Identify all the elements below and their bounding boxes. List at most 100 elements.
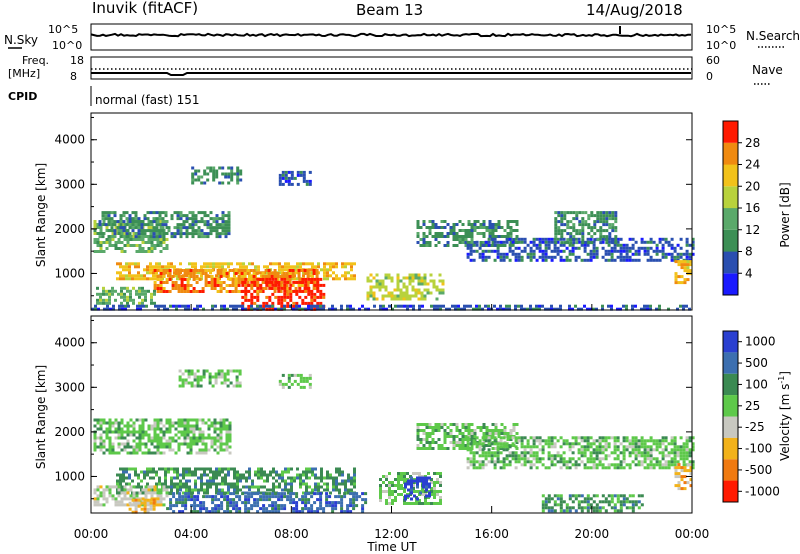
range-cell — [123, 232, 127, 235]
range-cell — [180, 424, 184, 428]
range-cell — [211, 498, 215, 502]
range-cell — [170, 485, 173, 489]
range-cell — [191, 488, 194, 492]
range-cell — [689, 260, 693, 264]
range-cell — [515, 241, 519, 244]
range-cell — [141, 503, 145, 507]
range-cell — [129, 433, 133, 437]
range-cell — [349, 501, 353, 505]
range-cell — [278, 265, 281, 269]
range-cell — [688, 460, 692, 464]
range-cell — [572, 241, 576, 245]
range-cell — [353, 479, 356, 483]
range-cell — [472, 442, 476, 446]
range-cell — [378, 288, 382, 292]
range-cell — [129, 298, 132, 302]
range-cell — [434, 226, 438, 229]
range-cell — [228, 284, 232, 287]
range-cell — [481, 442, 485, 446]
range-cell — [202, 495, 206, 499]
range-cell — [126, 289, 129, 293]
range-cell — [595, 246, 599, 250]
range-cell — [625, 249, 629, 253]
range-cell — [179, 211, 183, 215]
range-cell — [575, 211, 579, 215]
range-cell — [416, 447, 420, 450]
range-cell — [102, 442, 106, 446]
range-cell — [108, 289, 111, 293]
range-cell — [257, 488, 260, 492]
range-cell — [182, 214, 186, 218]
range-cell — [493, 460, 497, 464]
range-cell — [120, 433, 124, 437]
range-cell — [102, 491, 106, 495]
range-cell — [135, 244, 139, 247]
range-cell — [197, 175, 201, 179]
range-cell — [491, 423, 495, 426]
range-cell — [310, 298, 314, 302]
range-cell — [535, 439, 539, 443]
range-cell — [424, 499, 427, 502]
range-cell — [655, 243, 659, 247]
range-cell — [311, 473, 314, 477]
range-cell — [541, 258, 545, 262]
range-cell — [214, 510, 218, 514]
range-cell — [352, 501, 356, 505]
range-cell — [219, 430, 223, 434]
range-cell — [247, 283, 251, 287]
range-cell — [458, 235, 462, 238]
range-cell — [400, 478, 403, 481]
range-cell — [440, 226, 444, 229]
range-cell — [152, 476, 155, 480]
range-cell — [411, 285, 415, 289]
range-cell — [237, 278, 241, 281]
range-cell — [287, 476, 290, 480]
range-cell — [353, 467, 356, 471]
range-cell — [159, 488, 163, 492]
range-cell — [503, 244, 507, 247]
range-cell — [308, 262, 311, 266]
range-cell — [234, 281, 238, 284]
range-cell — [425, 426, 429, 429]
range-cell — [526, 460, 530, 464]
range-cell — [107, 217, 111, 221]
range-cell — [119, 265, 122, 269]
range-cell — [93, 418, 97, 422]
range-cell — [637, 448, 641, 452]
range-cell — [402, 297, 406, 301]
range-cell — [165, 226, 169, 229]
range-cell — [178, 495, 182, 499]
range-cell — [310, 280, 314, 284]
range-cell — [238, 507, 242, 511]
range-cell — [461, 241, 465, 244]
range-cell — [443, 244, 447, 247]
range-cell — [268, 492, 272, 496]
range-cell — [201, 269, 205, 272]
range-cell — [586, 460, 590, 464]
range-cell — [325, 504, 329, 508]
range-cell — [613, 436, 617, 440]
range-cell — [677, 484, 681, 488]
range-cell — [455, 235, 459, 238]
range-cell — [349, 498, 353, 502]
range-cell — [281, 476, 284, 480]
range-cell — [420, 276, 424, 280]
range-cell — [123, 424, 127, 428]
range-cell — [472, 463, 476, 467]
range-cell — [464, 244, 468, 247]
range-cell — [213, 278, 217, 281]
range-cell — [93, 238, 97, 241]
range-cell — [403, 472, 406, 475]
range-cell — [425, 441, 429, 444]
range-cell — [553, 454, 557, 458]
range-cell — [560, 241, 564, 245]
range-cell — [105, 497, 109, 501]
range-cell — [221, 467, 224, 471]
range-cell — [244, 295, 248, 299]
range-cell — [152, 217, 156, 221]
range-cell — [622, 445, 626, 449]
range-cell — [583, 445, 587, 449]
range-cell — [125, 277, 128, 281]
range-cell — [514, 255, 518, 259]
range-cell — [667, 243, 671, 247]
